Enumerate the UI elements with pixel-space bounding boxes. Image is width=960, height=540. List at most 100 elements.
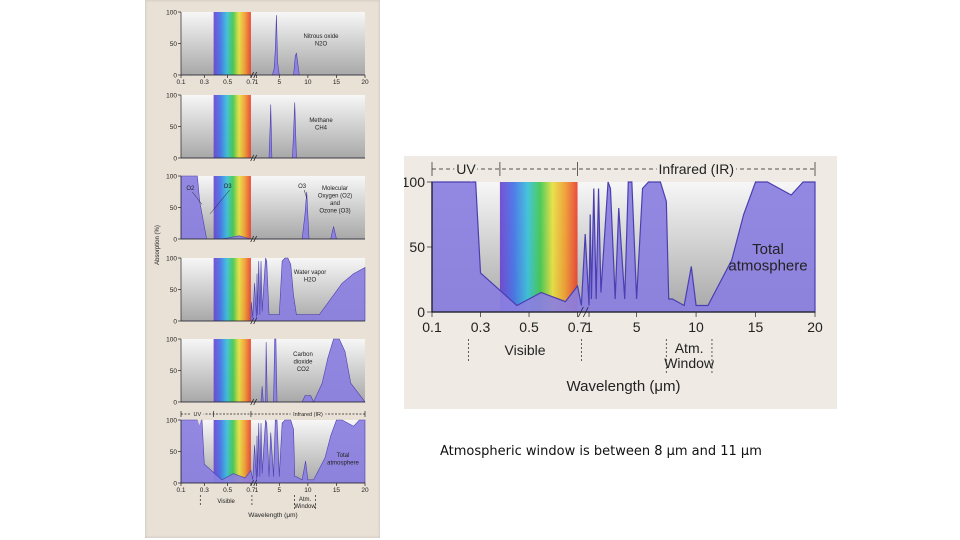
chart-panel: 100 50 0 Methane CH4: [166, 92, 365, 162]
y-tick-label: 0: [173, 318, 177, 325]
x-tick-label: 0.1: [422, 319, 442, 335]
x-axis-label: Wavelength (μm): [248, 512, 297, 519]
axis-break-mark: [250, 317, 255, 325]
x-tick-label: 0.5: [519, 319, 539, 335]
panel-label: Methane: [309, 118, 333, 124]
panel-label: CO2: [297, 367, 310, 373]
axis-break-mark: [577, 306, 584, 318]
atm-label: Atm.: [299, 497, 312, 503]
panel-label: Total: [752, 241, 784, 258]
chart-panel: 100 50 0 Water vapor H2O: [166, 255, 366, 325]
x-tick-label: 15: [333, 79, 341, 86]
y-tick-label: 50: [170, 287, 178, 294]
x-tick-label: 0.5: [223, 487, 232, 494]
axis-break-mark: [253, 398, 258, 406]
absorption-area: [180, 419, 366, 484]
y-tick-label: 50: [409, 239, 425, 255]
y-axis-label: Absorption (%): [155, 225, 161, 265]
x-tick-label: 1: [585, 319, 593, 335]
y-tick-label: 100: [166, 9, 177, 16]
y-tick-label: 50: [170, 41, 178, 48]
x-tick-label: 10: [688, 319, 704, 335]
x-axis-label: Wavelength (μm): [567, 378, 681, 395]
window-label: Window: [294, 504, 316, 510]
axis-break-mark: [250, 235, 255, 243]
uv-range-label: UV: [456, 161, 476, 177]
atm-label: Atm.: [675, 340, 704, 356]
x-tick-label: 15: [748, 319, 764, 335]
y-tick-label: 0: [173, 72, 177, 79]
panel-label: N2O: [315, 42, 328, 48]
annotation-label: O3: [298, 184, 307, 190]
x-tick-label: 0.3: [200, 487, 209, 494]
y-tick-label: 100: [166, 417, 177, 424]
axis-break-mark: [253, 235, 258, 243]
visible-spectrum-band: [213, 420, 251, 483]
visible-spectrum-band: [213, 95, 251, 158]
x-tick-label: 0.5: [223, 79, 232, 86]
panel-label: H2O: [304, 278, 317, 284]
x-tick-label: 0.1: [176, 79, 185, 86]
annotation-arrow: [209, 189, 230, 214]
y-tick-label: 0: [173, 155, 177, 162]
plot-background: [181, 12, 365, 75]
visible-spectrum-band: [213, 258, 251, 321]
x-tick-label: 0.3: [471, 319, 491, 335]
x-tick-label: 1: [255, 79, 259, 86]
x-tick-label: 0.7: [568, 319, 588, 335]
y-tick-label: 50: [170, 124, 178, 131]
panel-label: CH4: [315, 126, 328, 132]
absorption-area: [431, 181, 816, 313]
y-tick-label: 0: [173, 480, 177, 487]
ir-range-label: Infrared (IR): [659, 161, 734, 177]
panel-label: atmosphere: [728, 258, 807, 275]
ir-range-label: Infrared (IR): [293, 412, 323, 418]
axis-break-mark: [582, 306, 589, 318]
panel-label: and: [330, 201, 340, 207]
plot-background: [181, 95, 365, 158]
x-tick-label: 0.7: [246, 79, 255, 86]
y-tick-label: 50: [170, 368, 178, 375]
window-label: Window: [664, 355, 715, 371]
y-tick-label: 100: [166, 173, 177, 180]
x-tick-label: 20: [361, 79, 369, 86]
total-atmosphere-figure: 100 50 0 0.1 0.3 0.5 0.7 1 5 10 15 20 Total atmospher…: [404, 156, 837, 409]
visible-spectrum-band: [499, 182, 578, 312]
chart-panel: 100 50 0 Molecular Oxygen (O2)and Ozone (O3) O…: [166, 173, 365, 243]
x-tick-label: 20: [361, 487, 369, 494]
axis-break-mark: [253, 71, 258, 79]
axis-break-mark: [250, 398, 255, 406]
x-tick-label: 10: [304, 79, 312, 86]
y-tick-label: 100: [166, 255, 177, 262]
panel-label: Nitrous oxide: [303, 34, 339, 40]
panel-label: Oxygen (O2): [318, 194, 352, 200]
figure-caption: Atmospheric window is between 8 µm and 1…: [440, 444, 762, 459]
x-tick-label: 5: [633, 319, 641, 335]
x-tick-label: 1: [255, 487, 259, 494]
panel-label: Carbon: [293, 352, 313, 358]
axis-break-mark: [250, 154, 255, 162]
gas-absorption-figure: 100 50 0 0.1 0.3 0.5 0.7 1 5 10 15 20 Nitrous oxide N…: [145, 0, 380, 538]
annotation-label: O2: [186, 186, 195, 192]
visible-spectrum-band: [213, 176, 251, 239]
x-tick-label: 0.3: [200, 79, 209, 86]
y-tick-label: 0: [173, 236, 177, 243]
y-tick-label: 100: [166, 336, 177, 343]
axis-break-mark: [253, 317, 258, 325]
panel-label: Molecular: [322, 186, 348, 192]
visible-label: Visible: [505, 342, 546, 358]
panel-label: dioxide: [293, 360, 313, 366]
y-tick-label: 0: [173, 399, 177, 406]
x-tick-label: 0.7: [246, 487, 255, 494]
absorption-area: [181, 257, 366, 322]
x-tick-label: 10: [304, 487, 312, 494]
panel-label: Water vapor: [294, 270, 326, 276]
panel-label: atmosphere: [327, 461, 359, 467]
y-tick-label: 100: [404, 174, 425, 190]
